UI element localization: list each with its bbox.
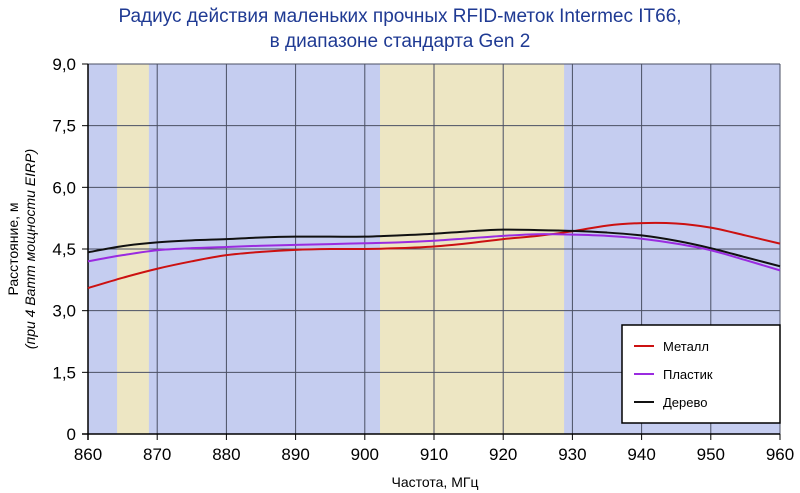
chart-title: Радиус действия маленьких прочных RFID-м… [0, 4, 800, 54]
x-tick-label-860: 860 [74, 445, 102, 464]
legend-label-wood: Дерево [663, 395, 707, 410]
x-tick-label-900: 900 [351, 445, 379, 464]
series-line-plastic [87, 233, 781, 272]
chart-title-line-2: в диапазоне стандарта Gen 2 [269, 31, 531, 52]
y-tick-label-0: 0 [67, 425, 76, 444]
x-tick-label-910: 910 [420, 445, 448, 464]
legend-label-plastic: Пластик [663, 367, 713, 382]
x-tick-label-880: 880 [212, 445, 240, 464]
x-tick-label-870: 870 [143, 445, 171, 464]
x-tick-label-890: 890 [281, 445, 309, 464]
y-tick-label-1: 1,5 [52, 363, 76, 382]
series-line-wood [87, 228, 781, 268]
series-line-metal [87, 221, 781, 290]
x-tick-label-960: 960 [766, 445, 794, 464]
y-tick-label-2: 3,0 [52, 302, 76, 321]
y-tick-label-3: 4,5 [52, 240, 76, 259]
x-axis-label: Частота, МГц [391, 474, 479, 490]
y-tick-label-6: 9,0 [52, 55, 76, 74]
y-tick-label-5: 7,5 [52, 117, 76, 136]
y-tick-label-4: 6,0 [52, 178, 76, 197]
x-tick-label-940: 940 [627, 445, 655, 464]
chart-title-line-1: Радиус действия маленьких прочных RFID-м… [118, 6, 682, 27]
x-tick-label-920: 920 [489, 445, 517, 464]
legend-label-metal: Металл [663, 339, 709, 354]
x-tick-label-930: 930 [558, 445, 586, 464]
x-tick-label-950: 950 [697, 445, 725, 464]
